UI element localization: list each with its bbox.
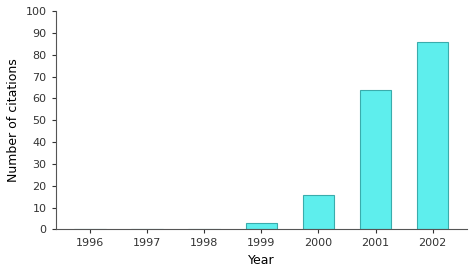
X-axis label: Year: Year <box>248 254 274 267</box>
Bar <box>360 90 391 229</box>
Y-axis label: Number of citations: Number of citations <box>7 58 20 182</box>
Bar <box>303 195 334 229</box>
Bar <box>246 223 277 229</box>
Bar <box>417 42 448 229</box>
